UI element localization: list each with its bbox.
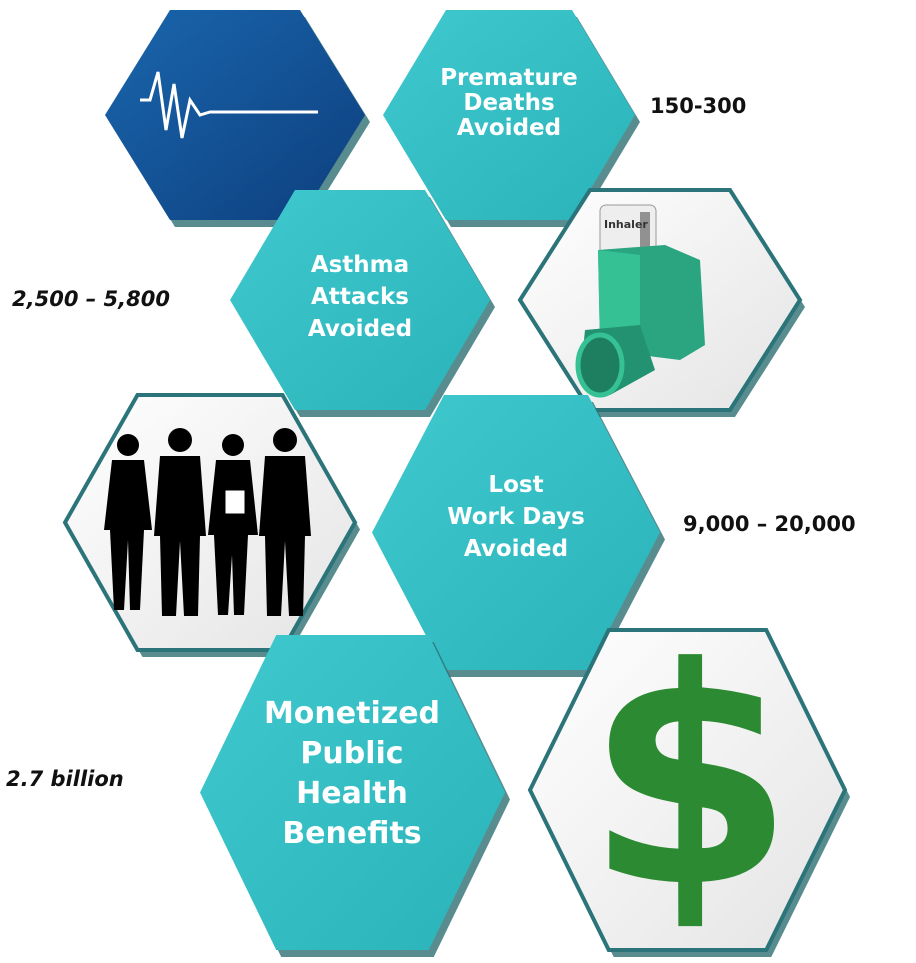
panel-value: 150-300 (650, 94, 746, 118)
panel-value: 2.7 billion (6, 767, 124, 791)
panel-label: Public (300, 736, 403, 771)
infographic: Inhaler $ PrematureDeathsAvoided150-300A… (0, 0, 916, 963)
panel-label: Avoided (308, 316, 412, 342)
panel-label: Benefits (282, 816, 421, 851)
panel-label: Avoided (464, 536, 568, 562)
panel-label: Monetized (264, 696, 440, 731)
panel-value: 2,500 – 5,800 (12, 287, 170, 311)
inhaler-label: Inhaler (604, 218, 648, 231)
panel-label: Health (296, 776, 408, 811)
panel-value: 9,000 – 20,000 (683, 512, 856, 536)
panel-label: Deaths (463, 90, 554, 116)
panel-label: Lost (488, 472, 543, 498)
panel-label: Premature (440, 65, 578, 91)
panel-label: Work Days (447, 504, 585, 530)
panel-label: Avoided (457, 115, 561, 141)
panel-label: Asthma (311, 252, 409, 278)
dollar-icon: $ (586, 604, 795, 953)
panel-label: Attacks (311, 284, 409, 310)
